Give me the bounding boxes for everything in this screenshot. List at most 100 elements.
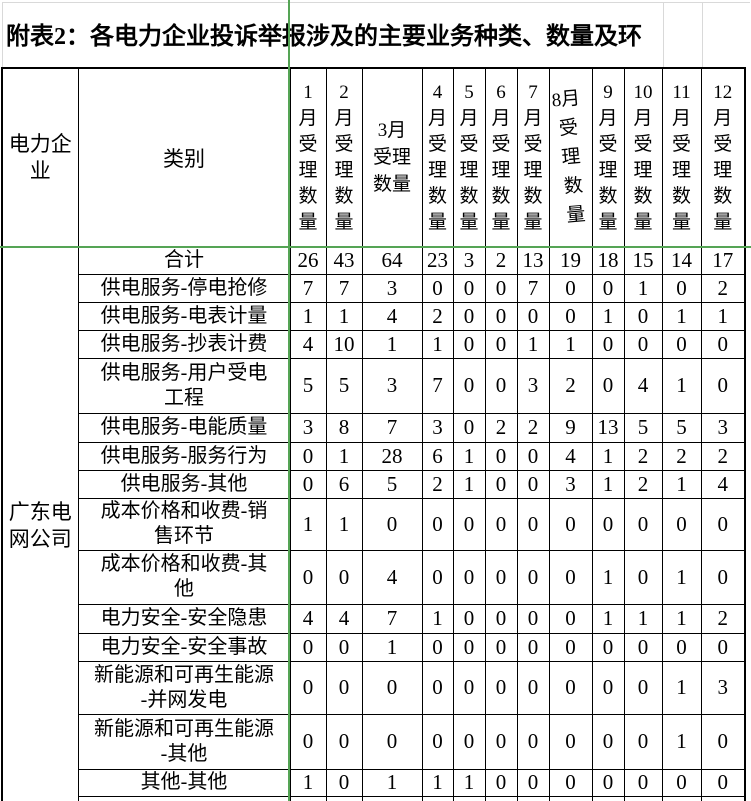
value-cell[interactable]: 0 <box>452 549 486 605</box>
value-cell[interactable]: 0 <box>548 713 593 770</box>
value-cell[interactable]: 1 <box>452 768 486 797</box>
value-cell[interactable]: 2 <box>421 301 454 331</box>
value-cell[interactable]: 0 <box>623 632 663 662</box>
value-cell[interactable]: 0 <box>421 713 454 770</box>
value-cell[interactable]: 5 <box>361 469 423 499</box>
value-cell[interactable]: 1 <box>289 768 327 797</box>
value-cell[interactable]: 3 <box>700 660 746 715</box>
value-cell[interactable]: 0 <box>289 441 327 471</box>
value-cell[interactable]: 0 <box>452 713 486 770</box>
value-cell[interactable]: 0 <box>623 301 663 331</box>
value-cell[interactable]: 0 <box>484 469 518 499</box>
category-cell[interactable]: 供电服务-服务行为 <box>77 441 291 471</box>
value-cell[interactable]: 7 <box>516 273 550 303</box>
month-header-11[interactable]: 11 月受理数量 <box>661 67 702 248</box>
value-cell[interactable]: 0 <box>548 549 593 605</box>
value-cell[interactable]: 0 <box>591 329 625 359</box>
value-cell[interactable]: 1 <box>361 768 423 797</box>
value-cell[interactable]: 0 <box>516 441 550 471</box>
value-cell[interactable]: 1 <box>548 329 593 359</box>
value-cell[interactable]: 0 <box>591 632 625 662</box>
value-cell[interactable]: 0 <box>661 632 702 662</box>
value-cell[interactable]: 0 <box>452 273 486 303</box>
value-cell[interactable]: 4 <box>361 301 423 331</box>
value-cell[interactable]: 0 <box>700 329 746 359</box>
value-cell[interactable]: 4 <box>289 603 327 634</box>
value-cell[interactable]: 0 <box>484 713 518 770</box>
value-cell[interactable]: 0 <box>325 768 363 797</box>
value-cell[interactable]: 0 <box>516 660 550 715</box>
category-cell[interactable]: 合计 <box>77 246 291 275</box>
value-cell[interactable]: 1 <box>661 301 702 331</box>
value-cell[interactable]: 0 <box>484 603 518 634</box>
value-cell[interactable]: 1 <box>516 329 550 359</box>
value-cell[interactable]: 4 <box>289 329 327 359</box>
value-cell[interactable]: 8 <box>325 412 363 443</box>
value-cell[interactable]: 0 <box>421 660 454 715</box>
value-cell[interactable]: 0 <box>661 768 702 797</box>
value-cell[interactable]: 13 <box>516 246 550 275</box>
value-cell[interactable]: 2 <box>516 412 550 443</box>
value-cell[interactable]: 2 <box>421 469 454 499</box>
value-cell[interactable]: 0 <box>289 660 327 715</box>
value-cell[interactable]: 1 <box>289 301 327 331</box>
value-cell[interactable]: 0 <box>484 273 518 303</box>
value-cell[interactable]: 0 <box>548 632 593 662</box>
value-cell[interactable]: 0 <box>421 632 454 662</box>
value-cell[interactable]: 1 <box>325 497 363 551</box>
value-cell[interactable]: 1 <box>421 768 454 797</box>
category-cell[interactable]: 其他-其他 <box>77 768 291 797</box>
value-cell[interactable]: 3 <box>516 357 550 414</box>
value-cell[interactable]: 1 <box>361 329 423 359</box>
value-cell[interactable]: 2 <box>484 412 518 443</box>
value-cell[interactable]: 7 <box>289 273 327 303</box>
value-cell[interactable]: 1 <box>325 441 363 471</box>
value-cell[interactable]: 3 <box>452 246 486 275</box>
value-cell[interactable]: 4 <box>361 549 423 605</box>
value-cell[interactable]: 0 <box>325 549 363 605</box>
value-cell[interactable]: 7 <box>361 603 423 634</box>
value-cell[interactable]: 3 <box>421 412 454 443</box>
value-cell[interactable]: 28 <box>361 441 423 471</box>
value-cell[interactable]: 1 <box>661 469 702 499</box>
value-cell[interactable]: 1 <box>661 357 702 414</box>
value-cell[interactable]: 0 <box>452 603 486 634</box>
value-cell[interactable]: 0 <box>361 660 423 715</box>
value-cell[interactable]: 0 <box>516 497 550 551</box>
value-cell[interactable]: 0 <box>452 412 486 443</box>
value-cell[interactable]: 2 <box>700 603 746 634</box>
value-cell[interactable]: 0 <box>548 768 593 797</box>
value-cell[interactable]: 0 <box>484 329 518 359</box>
value-cell[interactable]: 0 <box>548 497 593 551</box>
value-cell[interactable]: 0 <box>591 713 625 770</box>
value-cell[interactable]: 0 <box>516 603 550 634</box>
value-cell[interactable]: 9 <box>548 412 593 443</box>
value-cell[interactable]: 0 <box>484 768 518 797</box>
value-cell[interactable]: 26 <box>289 246 327 275</box>
value-cell[interactable]: 0 <box>289 713 327 770</box>
category-cell[interactable]: 供电服务-电能质量 <box>77 412 291 443</box>
value-cell[interactable]: 14 <box>661 246 702 275</box>
value-cell[interactable]: 2 <box>661 441 702 471</box>
value-cell[interactable]: 0 <box>700 713 746 770</box>
value-cell[interactable]: 1 <box>421 603 454 634</box>
value-cell[interactable]: 0 <box>700 549 746 605</box>
value-cell[interactable]: 3 <box>361 273 423 303</box>
value-cell[interactable]: 3 <box>289 412 327 443</box>
value-cell[interactable]: 2 <box>548 357 593 414</box>
value-cell[interactable]: 2 <box>700 273 746 303</box>
value-cell[interactable]: 7 <box>361 412 423 443</box>
value-cell[interactable]: 1 <box>591 301 625 331</box>
category-cell[interactable]: 新能源和可再生能源 -并网发电 <box>77 660 291 715</box>
value-cell[interactable]: 5 <box>661 412 702 443</box>
category-cell[interactable]: 成本价格和收费-销 售环节 <box>77 497 291 551</box>
category-header-cell[interactable]: 类别 <box>77 67 291 248</box>
value-cell[interactable]: 0 <box>452 357 486 414</box>
value-cell[interactable]: 0 <box>548 603 593 634</box>
value-cell[interactable]: 0 <box>289 469 327 499</box>
value-cell[interactable]: 0 <box>591 660 625 715</box>
